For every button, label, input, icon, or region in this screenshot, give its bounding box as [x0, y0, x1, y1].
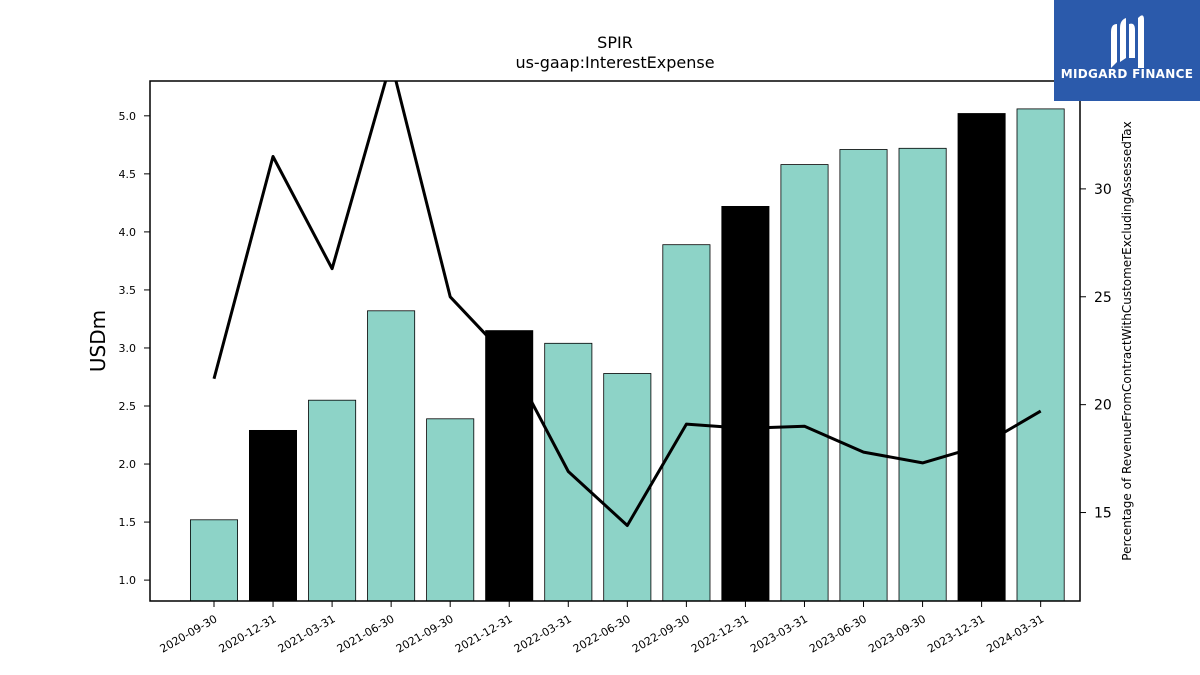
- x-tick-label: 2023-12-31: [925, 612, 987, 655]
- bar-2022-12-31: [721, 205, 770, 602]
- x-tick-label: 2020-12-31: [217, 612, 279, 655]
- left-axis-ticks: 1.0 1.5 2.0 2.5 3.0 3.5 4.0 4.5 5.0: [119, 110, 150, 587]
- x-tick-label: 2022-06-30: [571, 612, 633, 655]
- bar-2021-03-31: [308, 399, 357, 602]
- plot-frame: [149, 80, 1081, 602]
- y-tick-label: 2.0: [119, 458, 137, 471]
- y2-axis-label: Percentage of RevenueFromContractWithCus…: [1120, 121, 1134, 560]
- y-tick-label: 2.5: [119, 400, 137, 413]
- brand-logo: MIDGARD FINANCE: [1054, 0, 1200, 101]
- bar-2021-12-31: [485, 330, 534, 602]
- line-layer: [212, 81, 1042, 527]
- y-axis-label: USDm: [86, 310, 110, 372]
- bar-2023-12-31: [957, 113, 1006, 602]
- x-tick-label: 2022-12-31: [689, 612, 751, 655]
- x-tick-label: 2021-09-30: [394, 612, 456, 655]
- y-tick-label: 4.5: [119, 168, 137, 181]
- bar-2020-09-30: [189, 519, 238, 602]
- bar-2021-09-30: [426, 418, 475, 602]
- y-tick-label: 5.0: [119, 110, 137, 123]
- x-tick-label: 2023-06-30: [807, 612, 869, 655]
- y-tick-label: 1.0: [119, 574, 137, 587]
- x-axis-ticks: 2020-09-302020-12-312021-03-312021-06-30…: [158, 601, 1046, 656]
- bar-2021-06-30: [367, 310, 416, 602]
- bar-2023-09-30: [898, 147, 947, 602]
- x-tick-label: 2021-12-31: [453, 612, 515, 655]
- bar-2023-03-31: [780, 164, 829, 602]
- bar-2023-06-30: [839, 149, 888, 602]
- x-tick-label: 2023-09-30: [866, 612, 928, 655]
- bars-layer: [189, 108, 1065, 602]
- y-tick-label: 4.0: [119, 226, 137, 239]
- y-tick-label: 3.0: [119, 342, 137, 355]
- y-tick-label: 3.5: [119, 284, 137, 297]
- y2-tick-label: 25: [1094, 290, 1112, 306]
- x-tick-label: 2022-03-31: [512, 612, 574, 655]
- right-axis-ticks: 15 20 25 30: [1080, 182, 1112, 522]
- bar-2024-03-31: [1016, 108, 1065, 602]
- x-tick-label: 2020-09-30: [158, 612, 220, 655]
- chart-title: SPIR: [597, 33, 633, 52]
- midgard-logo-icon: [1111, 15, 1144, 68]
- x-tick-label: 2023-03-31: [748, 612, 810, 655]
- x-tick-label: 2022-09-30: [630, 612, 692, 655]
- x-tick-label: 2021-03-31: [276, 612, 338, 655]
- bar-2022-06-30: [603, 373, 652, 602]
- bar-2020-12-31: [248, 429, 297, 602]
- x-tick-label: 2021-06-30: [335, 612, 397, 655]
- x-tick-label: 2024-03-31: [984, 612, 1046, 655]
- y2-tick-label: 15: [1094, 506, 1112, 522]
- chart-subtitle: us-gaap:InterestExpense: [515, 53, 714, 72]
- y-tick-label: 1.5: [119, 516, 137, 529]
- y2-tick-label: 20: [1094, 398, 1112, 414]
- y2-tick-label: 30: [1094, 182, 1112, 198]
- percentage-line: [212, 81, 1042, 527]
- brand-name: MIDGARD FINANCE: [1060, 67, 1194, 81]
